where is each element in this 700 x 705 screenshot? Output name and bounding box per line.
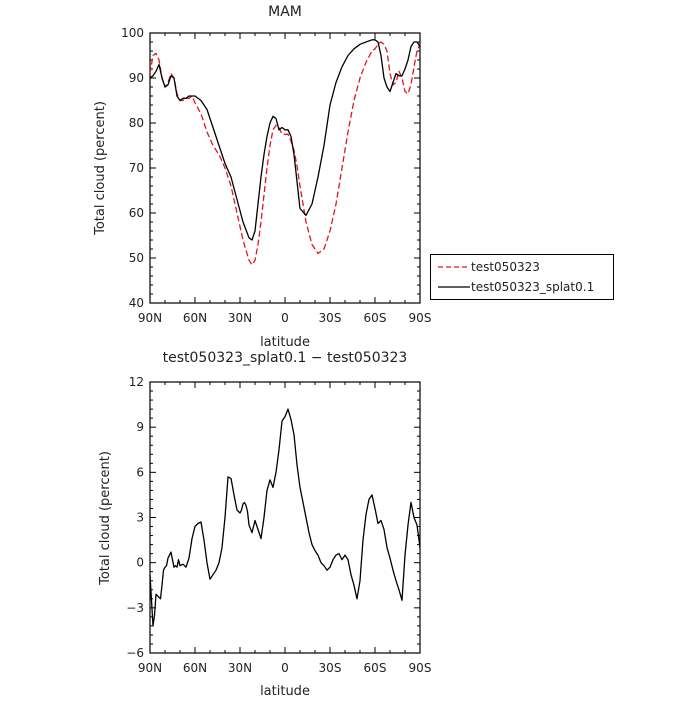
bottom-chart-y-tick-label: 0 xyxy=(136,556,144,570)
bottom-chart-y-axis-label: Total cloud (percent) xyxy=(98,451,113,586)
bottom-chart-title: test050323_splat0.1 − test050323 xyxy=(163,350,408,366)
top-chart-y-ticks: 40 50 60 70 80 90 100 xyxy=(121,26,420,310)
legend-item-series-2: test050323_splat0.1 xyxy=(437,278,594,296)
top-chart-x-tick-label: 30S xyxy=(319,311,342,325)
bottom-chart-x-tick-label: 90S xyxy=(409,661,432,675)
legend-swatch-series-2 xyxy=(438,286,470,288)
bottom-chart-x-tick-label: 60N xyxy=(183,661,207,675)
legend-label-series-2: test050323_splat0.1 xyxy=(471,280,595,294)
bottom-chart-series-line-1 xyxy=(149,408,421,627)
legend-label-series-1: test050323 xyxy=(471,260,540,274)
bottom-chart-x-axis-label: latitude xyxy=(260,684,310,699)
top-chart-y-tick-label: 50 xyxy=(129,251,144,265)
bottom-chart-x-tick-label: 90N xyxy=(138,661,162,675)
top-chart-legend: test050323 test050323_splat0.1 xyxy=(430,254,614,300)
top-chart-y-tick-label: 40 xyxy=(129,296,144,310)
top-chart-title: MAM xyxy=(268,4,302,20)
top-chart-y-tick-label: 70 xyxy=(129,161,144,175)
top-chart-series-line-2 xyxy=(149,39,421,241)
top-chart-y-axis-label: Total cloud (percent) xyxy=(93,101,108,236)
legend-swatch-series-1 xyxy=(438,266,470,268)
bottom-chart-x-tick-label: 60S xyxy=(364,661,387,675)
bottom-chart-y-tick-label: −6 xyxy=(126,646,144,660)
top-chart-y-tick-label: 80 xyxy=(129,116,144,130)
top-chart: MAM 90N 60N 30N 0 30S 60S 90S 405060708090100 … xyxy=(93,4,431,350)
top-chart-y-tick-label: 90 xyxy=(129,71,144,85)
bottom-chart-y-tick-label: −3 xyxy=(126,601,144,615)
top-chart-x-tick-label: 0 xyxy=(281,311,289,325)
top-chart-series-line-1 xyxy=(149,41,421,266)
bottom-chart-y-ticks: −6 −3 0 3 6 9 12 xyxy=(126,375,420,660)
bottom-chart-y-tick-label: 6 xyxy=(136,465,144,479)
top-chart-lines xyxy=(149,39,421,266)
top-chart-x-tick-label: 60S xyxy=(364,311,387,325)
bottom-chart-y-tick-label: 9 xyxy=(136,420,144,434)
legend-item-series-1: test050323 xyxy=(437,258,540,276)
bottom-chart-y-tick-label: 3 xyxy=(136,511,144,525)
bottom-chart: test050323_splat0.1 − test050323 90N 60N 3… xyxy=(98,350,431,699)
top-chart-x-tick-label: 90N xyxy=(138,311,162,325)
top-chart-y-tick-label: 60 xyxy=(129,206,144,220)
bottom-chart-x-ticks: 90N 60N 30N 0 30S 60S 90S xyxy=(138,382,432,675)
top-chart-x-tick-label: 90S xyxy=(409,311,432,325)
top-chart-x-tick-label: 30N xyxy=(228,311,252,325)
top-chart-y-tick-label: 100 xyxy=(121,26,144,40)
bottom-chart-x-tick-label: 30N xyxy=(228,661,252,675)
bottom-chart-x-tick-label: 30S xyxy=(319,661,342,675)
top-chart-frame xyxy=(149,32,421,304)
bottom-chart-frame xyxy=(149,381,421,654)
bottom-chart-x-tick-label: 0 xyxy=(281,661,289,675)
bottom-chart-y-tick-label: 12 xyxy=(129,375,144,389)
top-chart-x-ticks: 90N 60N 30N 0 30S 60S 90S xyxy=(138,33,432,325)
top-chart-x-tick-label: 60N xyxy=(183,311,207,325)
top-chart-x-axis-label: latitude xyxy=(260,335,310,350)
bottom-chart-lines xyxy=(149,408,421,627)
